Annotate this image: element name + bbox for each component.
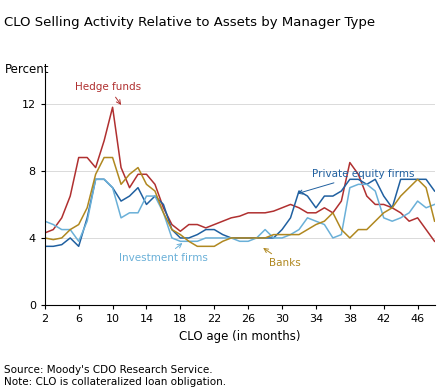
- Text: Private equity firms: Private equity firms: [298, 169, 414, 194]
- Text: Hedge funds: Hedge funds: [75, 82, 142, 104]
- Text: Investment firms: Investment firms: [119, 244, 208, 263]
- Text: CLO Selling Activity Relative to Assets by Manager Type: CLO Selling Activity Relative to Assets …: [4, 16, 375, 29]
- Text: Banks: Banks: [264, 249, 301, 268]
- X-axis label: CLO age (in months): CLO age (in months): [179, 330, 301, 343]
- Text: Source: Moody's CDO Research Service.
Note: CLO is collateralized loan obligatio: Source: Moody's CDO Research Service. No…: [4, 366, 227, 387]
- Text: Percent: Percent: [4, 63, 49, 75]
